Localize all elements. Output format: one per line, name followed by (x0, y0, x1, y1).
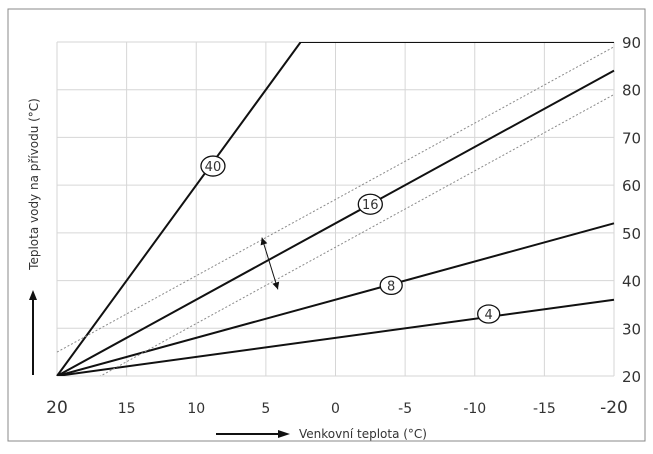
curve-label-circle-8 (379, 275, 403, 295)
y-tick-label: 60 (622, 177, 641, 195)
y-tick-label: 40 (622, 273, 641, 291)
curve-label-circle-4 (477, 304, 501, 324)
y-tick-label: 90 (622, 34, 641, 52)
curve-line-8 (56, 222, 615, 376)
double-arrow-line (261, 237, 279, 290)
x-tick-label: -20 (600, 398, 628, 418)
curve-label-circle-16 (357, 193, 383, 215)
x-tick-label: 10 (187, 401, 205, 417)
x-tick-label: 15 (118, 401, 136, 417)
x-tick-label: -15 (533, 401, 556, 417)
curve-label-40: 40 (205, 160, 222, 175)
curve-label-16: 16 (362, 198, 379, 213)
x-axis-arrow-head (278, 430, 290, 438)
curve-label-circle-40 (200, 155, 226, 177)
curve-label-8: 8 (387, 279, 395, 294)
y-axis-arrow-head (29, 290, 37, 300)
x-axis-label: Venkovní teplota (°C) (299, 427, 427, 441)
axis-titles: Teplota vody na přívodu (°C) Venkovní te… (27, 98, 427, 441)
curve-labels: 40 16 8 4 (200, 155, 501, 324)
grid (56, 41, 615, 377)
x-tick-label: -5 (398, 401, 412, 417)
tolerance-line (99, 94, 615, 376)
y-tick-label: 20 (622, 368, 641, 386)
tolerance-line (56, 46, 615, 353)
y-tick-label: 50 (622, 225, 641, 243)
x-tick-label: -10 (463, 401, 486, 417)
x-tick-label: 0 (331, 401, 340, 417)
y-tick-label: 30 (622, 320, 641, 338)
x-tick-label: 20 (46, 398, 68, 418)
y-axis-label: Teplota vody na přívodu (°C) (27, 98, 41, 271)
series-layer (56, 42, 615, 376)
curve-line-40 (56, 42, 614, 376)
curve-line-4 (56, 298, 615, 376)
curve-label-4: 4 (485, 308, 493, 323)
curve-line-16 (56, 69, 615, 376)
y-tick-label: 70 (622, 129, 641, 147)
x-tick-label: 5 (261, 401, 270, 417)
double-arrow-head-bottom (272, 281, 280, 290)
double-arrow-head-top (260, 237, 268, 246)
y-tick-label: 80 (622, 82, 641, 100)
